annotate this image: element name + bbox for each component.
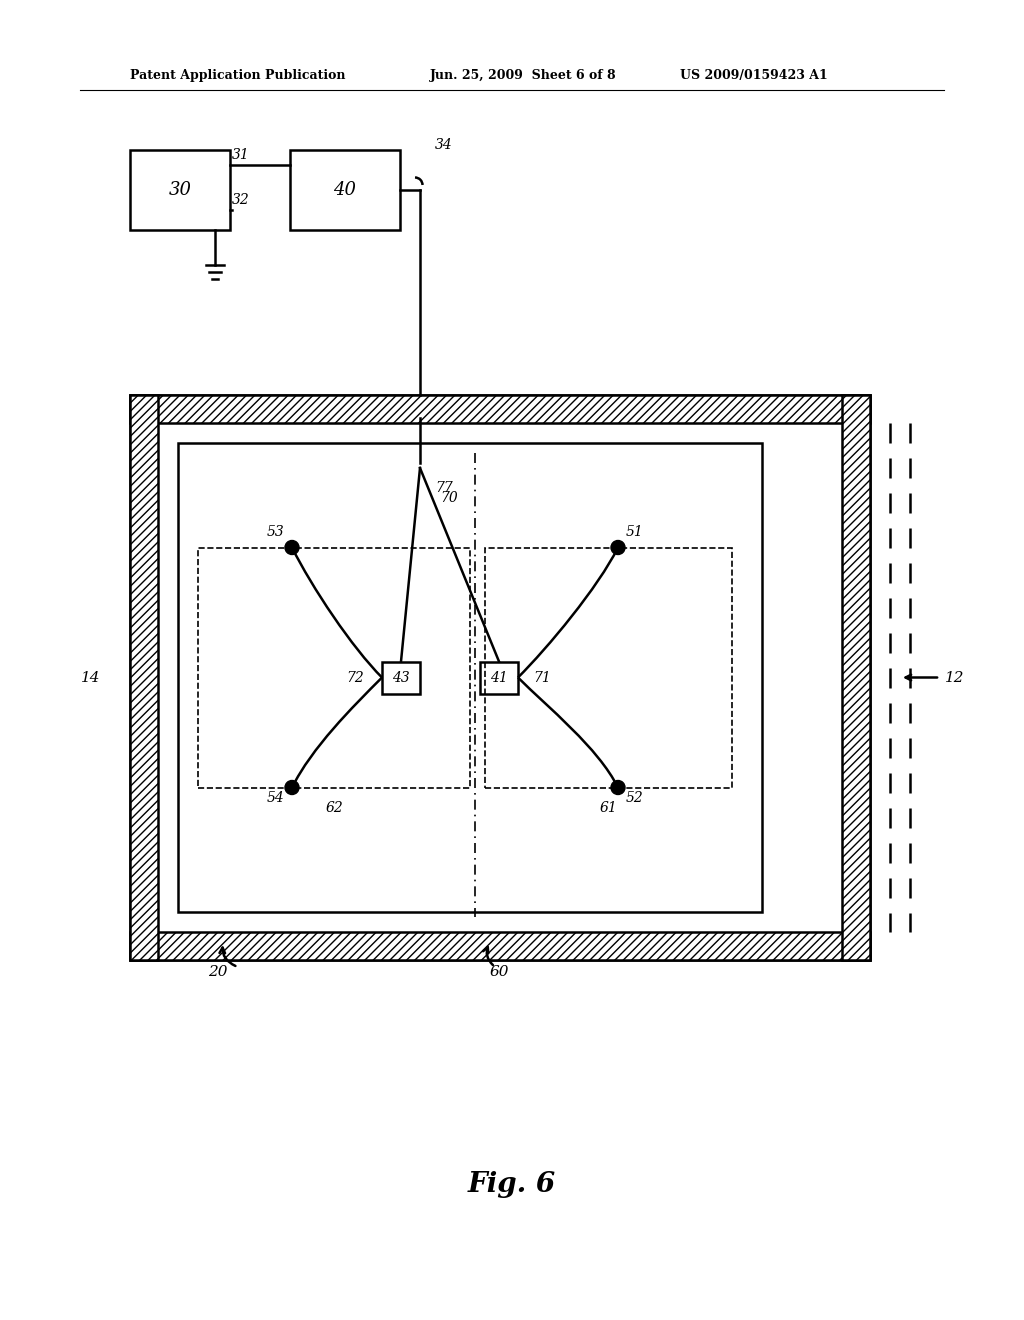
Text: 31: 31 — [232, 148, 250, 162]
Text: 30: 30 — [169, 181, 191, 199]
Text: 32: 32 — [232, 193, 250, 207]
Bar — [178, 444, 762, 912]
Circle shape — [285, 780, 299, 795]
Text: 20: 20 — [208, 965, 227, 979]
Text: 34: 34 — [435, 139, 453, 152]
Circle shape — [285, 540, 299, 554]
Text: 71: 71 — [534, 671, 551, 685]
Text: 52: 52 — [626, 791, 644, 804]
Text: US 2009/0159423 A1: US 2009/0159423 A1 — [680, 69, 827, 82]
Text: 12: 12 — [945, 671, 965, 685]
Bar — [480, 661, 518, 693]
Text: Fig. 6: Fig. 6 — [468, 1172, 556, 1199]
Bar — [130, 150, 230, 230]
Text: 14: 14 — [81, 671, 100, 685]
Text: 77: 77 — [435, 480, 453, 495]
Text: 54: 54 — [266, 791, 284, 804]
Bar — [130, 395, 158, 960]
Circle shape — [611, 540, 625, 554]
Text: 60: 60 — [490, 965, 510, 979]
Text: 61: 61 — [600, 800, 617, 814]
Bar — [485, 548, 732, 788]
Text: 51: 51 — [626, 525, 644, 540]
Text: 53: 53 — [266, 525, 284, 540]
Circle shape — [611, 780, 625, 795]
Text: 70: 70 — [440, 491, 458, 506]
Text: Patent Application Publication: Patent Application Publication — [130, 69, 345, 82]
Bar — [130, 395, 870, 960]
Text: 41: 41 — [490, 671, 508, 685]
Bar — [198, 548, 470, 788]
Text: Jun. 25, 2009  Sheet 6 of 8: Jun. 25, 2009 Sheet 6 of 8 — [430, 69, 616, 82]
Bar — [842, 395, 870, 960]
Text: 40: 40 — [334, 181, 356, 199]
Bar — [290, 150, 400, 230]
Text: 62: 62 — [326, 800, 343, 814]
Bar — [382, 661, 420, 693]
Text: 72: 72 — [346, 671, 364, 685]
Bar — [130, 395, 870, 422]
Bar — [130, 932, 870, 960]
Text: 43: 43 — [392, 671, 410, 685]
